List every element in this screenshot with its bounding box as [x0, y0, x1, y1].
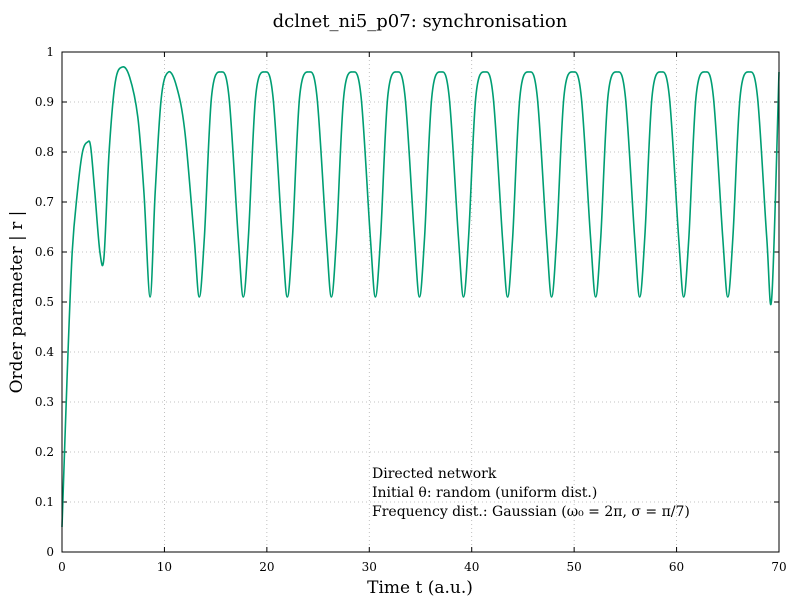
- plot-frame: [61, 51, 780, 553]
- x-tick-label: 40: [464, 560, 479, 574]
- axis-ticks: 0 10 20 30 40 50 60 70 0 0.1 0.2 0.3 0.4 0.5 0.6 0.7 0.8…: [35, 45, 787, 574]
- grid: [62, 52, 779, 552]
- chart-title: dclnet_ni5_p07: synchronisation: [273, 11, 568, 32]
- y-tick-label: 0.2: [35, 445, 54, 459]
- x-tick-label: 10: [157, 560, 172, 574]
- x-tick-label: 20: [259, 560, 274, 574]
- y-tick-label: 0.9: [35, 95, 54, 109]
- order-parameter-line: [61, 66, 780, 528]
- annotation-initial-theta: Initial θ: random (uniform dist.): [372, 485, 597, 501]
- y-tick-label: 0: [46, 545, 54, 559]
- annotation-network: Directed network: [372, 466, 497, 482]
- y-tick-label: 0.5: [35, 295, 54, 309]
- x-tick-label: 50: [567, 560, 582, 574]
- x-tick-label: 0: [58, 560, 66, 574]
- y-tick-label: 0.1: [35, 495, 54, 509]
- x-tick-label: 60: [669, 560, 684, 574]
- y-tick-label: 0.8: [35, 145, 54, 159]
- x-tick-label: 30: [362, 560, 377, 574]
- y-tick-label: 0.3: [35, 395, 54, 409]
- x-tick-label: 70: [771, 560, 786, 574]
- x-axis-label: Time t (a.u.): [367, 578, 473, 598]
- annotation-frequency-dist: Frequency dist.: Gaussian (ω₀ = 2π, σ = …: [372, 504, 690, 520]
- y-tick-label: 1: [46, 45, 54, 59]
- y-tick-label: 0.6: [35, 245, 54, 259]
- y-tick-label: 0.7: [35, 195, 54, 209]
- y-axis-label: Order parameter | r |: [7, 211, 27, 394]
- y-tick-label: 0.4: [35, 345, 54, 359]
